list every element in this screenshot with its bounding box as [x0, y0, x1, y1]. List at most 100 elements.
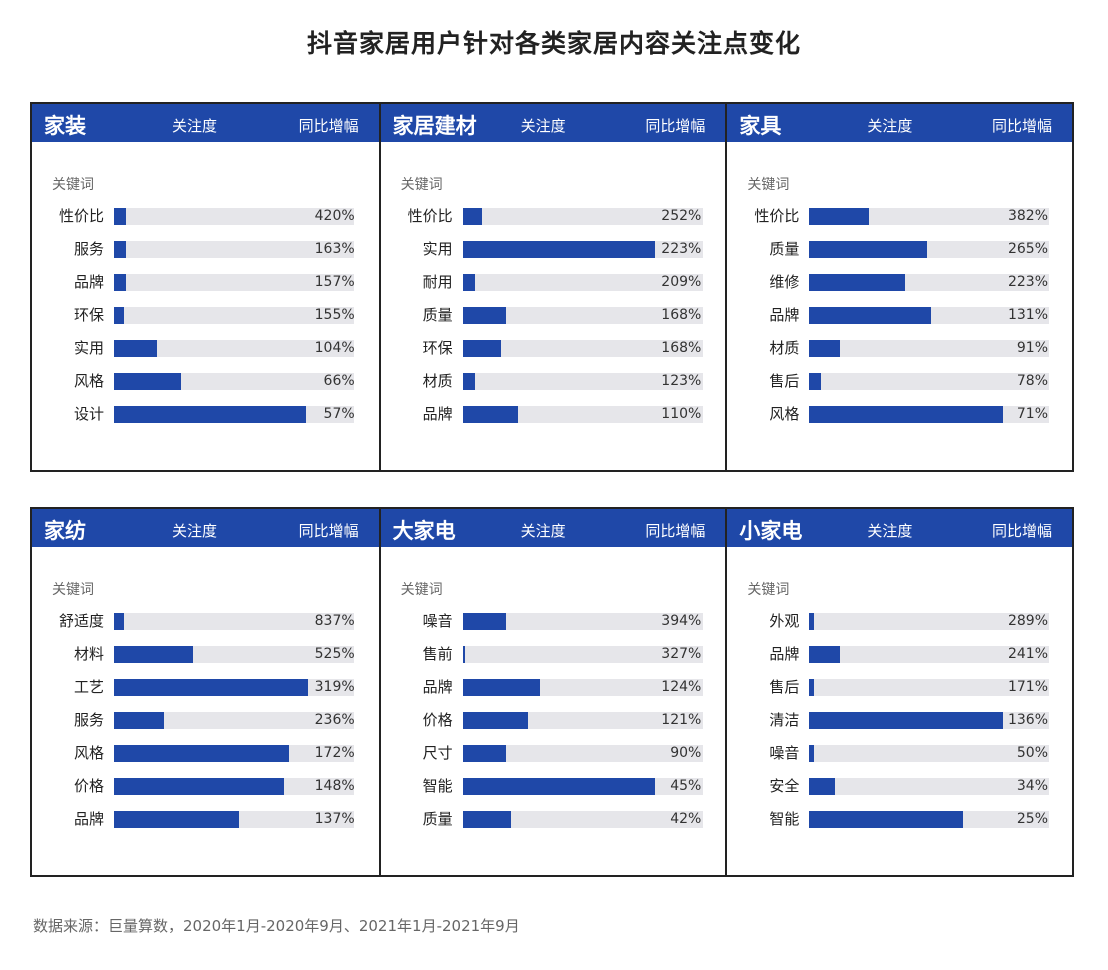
bar-track [462, 613, 703, 630]
bar-track [114, 307, 354, 324]
bar-track [462, 679, 703, 696]
panel-header: 家纺 关注度 同比增幅 [32, 509, 379, 547]
panel-title: 家装 [44, 114, 86, 138]
bar [809, 778, 836, 795]
bar [809, 241, 928, 258]
bar-track [809, 241, 1050, 258]
category-label: 价格 [422, 711, 453, 729]
growth-value-label: 121% [661, 712, 702, 728]
bar [462, 340, 501, 357]
bar [809, 646, 841, 663]
bar [462, 373, 475, 390]
bar-row: 品牌 110% [381, 404, 726, 424]
bar [462, 307, 506, 324]
growth-value-label: 420% [314, 208, 355, 224]
panel-header: 大家电 关注度 同比增幅 [380, 509, 726, 547]
category-label: 性价比 [754, 207, 800, 225]
bar-row: 环保 168% [381, 338, 726, 358]
bar [462, 646, 465, 663]
category-label: 性价比 [58, 207, 104, 225]
category-label: 质量 [422, 810, 453, 828]
panel-title: 小家电 [739, 519, 803, 543]
chart-title: 抖音家居用户针对各类家居内容关注点变化 [306, 29, 801, 58]
bar-track [114, 274, 354, 291]
growth-value-label: 66% [323, 373, 355, 389]
bar-row: 售前 327% [381, 644, 726, 664]
bar [462, 613, 506, 630]
bar-row: 智能 45% [381, 776, 726, 796]
bar-row: 风格 71% [727, 404, 1072, 424]
bar [114, 712, 164, 729]
bar [114, 811, 239, 828]
growth-value-label: 265% [1007, 241, 1048, 257]
category-label: 材质 [422, 372, 453, 390]
bar [809, 613, 815, 630]
bar-row: 性价比 252% [381, 206, 726, 226]
category-label: 风格 [769, 405, 800, 423]
category-label: 智能 [769, 810, 800, 828]
keyword-column-header: 关键词 [747, 582, 790, 598]
chart-panel: 家装 关注度 同比增幅 关键词 性价比 420% 服务 163% 品牌 157% 环保 155% 实用 1… [32, 104, 379, 470]
bar-row: 质量 168% [381, 305, 726, 325]
bar [809, 406, 1004, 423]
bar [114, 241, 126, 258]
bar-row: 设计 57% [32, 404, 379, 424]
bar-track [809, 208, 1050, 225]
bar-track [114, 745, 354, 762]
panel-title: 家居建材 [392, 114, 477, 138]
panel-header: 小家电 关注度 同比增幅 [727, 509, 1072, 547]
bar-row: 实用 223% [381, 239, 726, 259]
panel-group-bottom: 家纺 关注度 同比增幅 关键词 舒适度 837% 材料 525% 工艺 319% 服务 236% 风格 1… [30, 507, 1074, 877]
bar-track [114, 241, 354, 258]
bar-track [809, 712, 1050, 729]
growth-column-header: 同比增幅 [298, 117, 359, 135]
bar-row: 实用 104% [32, 338, 379, 358]
keyword-column-header: 关键词 [400, 582, 443, 598]
bar-track [462, 406, 703, 423]
bar-track [114, 679, 354, 696]
category-label: 品牌 [422, 405, 453, 423]
growth-value-label: 57% [323, 406, 355, 422]
bar [809, 679, 815, 696]
bar-row: 风格 66% [32, 371, 379, 391]
focus-column-header: 关注度 [520, 522, 566, 540]
panel-title: 家纺 [44, 519, 86, 543]
growth-value-label: 124% [661, 679, 702, 695]
chart-panel: 家具 关注度 同比增幅 关键词 性价比 382% 质量 265% 维修 223% 品牌 131% 材质 9… [725, 104, 1072, 470]
bar-track [114, 811, 354, 828]
growth-value-label: 45% [670, 778, 702, 794]
bar-track [462, 208, 703, 225]
bar-track [809, 778, 1050, 795]
growth-value-label: 90% [670, 745, 702, 761]
bar-track [114, 406, 354, 423]
bar-row: 售后 78% [727, 371, 1072, 391]
bar-track [462, 241, 703, 258]
growth-value-label: 223% [1007, 274, 1048, 290]
bar [809, 307, 932, 324]
bar-track [114, 373, 354, 390]
bar-track [114, 646, 354, 663]
category-label: 安全 [769, 777, 800, 795]
bar [809, 745, 815, 762]
category-label: 品牌 [422, 678, 453, 696]
bar-track [462, 712, 703, 729]
bar-row: 服务 236% [32, 710, 379, 730]
bar-row: 维修 223% [727, 272, 1072, 292]
growth-value-label: 104% [314, 340, 355, 356]
bar-track [809, 679, 1050, 696]
focus-column-header: 关注度 [867, 522, 913, 540]
category-label: 品牌 [769, 645, 800, 663]
bar-track [809, 646, 1050, 663]
growth-value-label: 241% [1007, 646, 1048, 662]
growth-value-label: 155% [314, 307, 355, 323]
growth-value-label: 137% [314, 811, 355, 827]
bar [809, 712, 1004, 729]
growth-value-label: 382% [1007, 208, 1048, 224]
bar-track [462, 778, 703, 795]
bar-row: 品牌 131% [727, 305, 1072, 325]
bar-row: 清洁 136% [727, 710, 1072, 730]
category-label: 服务 [73, 240, 104, 258]
focus-column-header: 关注度 [867, 117, 913, 135]
bar-track [809, 307, 1050, 324]
growth-column-header: 同比增幅 [991, 522, 1052, 540]
